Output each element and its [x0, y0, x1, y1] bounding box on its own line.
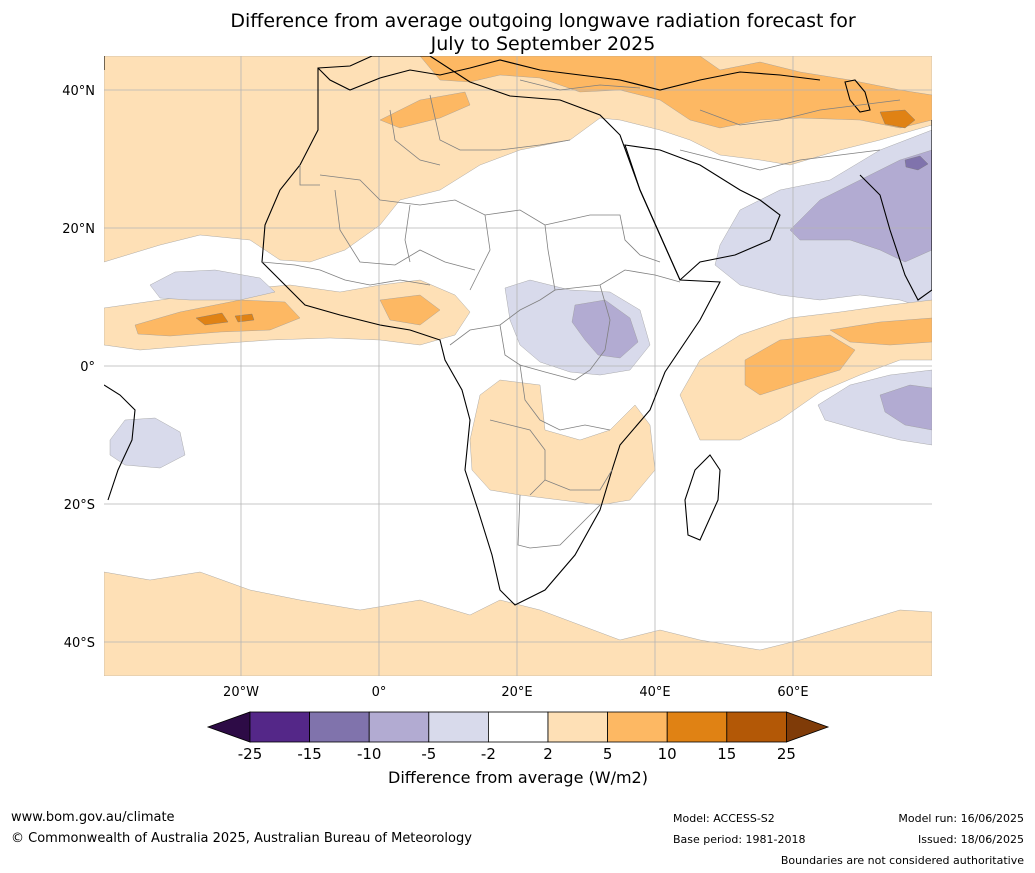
cb-tick-15: 15 — [717, 745, 736, 763]
caspian-coastline — [844, 79, 871, 113]
cb-tick-neg10: -10 — [357, 745, 382, 763]
colorbar-swatch-neg15-neg10 — [309, 711, 370, 743]
anomaly-region-central-africa-5 — [571, 299, 639, 359]
anomaly-region-south-indian-5 — [879, 384, 932, 431]
country-borders — [261, 79, 901, 549]
lon-tick-0: 0° — [372, 685, 387, 700]
lon-tick-60e: 60°E — [777, 685, 808, 700]
cb-tick-25: 25 — [777, 745, 796, 763]
map-plot-area — [104, 56, 932, 676]
anomaly-region-gulf-guinea-15a — [195, 312, 229, 326]
lon-tick-20w: 20°W — [223, 685, 259, 700]
cb-tick-10: 10 — [658, 745, 677, 763]
lat-tick-20s: 20°S — [64, 498, 95, 513]
gridlines — [104, 56, 932, 676]
anomaly-region-gulf-guinea-15b — [234, 313, 255, 323]
colorbar-extend-low — [206, 711, 251, 743]
anomaly-region-tibet-10 — [904, 155, 929, 171]
lat-tick-20n: 20°N — [62, 222, 95, 237]
lat-tick-40n: 40°N — [62, 84, 95, 99]
colorbar — [206, 711, 830, 743]
anomaly-region-west-africa-10 — [379, 294, 441, 326]
cb-tick-neg25: -25 — [238, 745, 263, 763]
coastlines — [104, 56, 932, 606]
footer-issued: Issued: 18/06/2025 — [917, 833, 1024, 846]
footer-disclaimer: Boundaries are not considered authoritat… — [780, 854, 1024, 867]
cb-tick-neg2: -2 — [481, 745, 496, 763]
footer-copyright: © Commonwealth of Australia 2025, Austra… — [11, 831, 472, 846]
footer-url[interactable]: www.bom.gov.au/climate — [11, 810, 175, 825]
anomaly-region-north-africa-10 — [379, 91, 471, 129]
footer-model-run: Model run: 16/06/2025 — [898, 812, 1024, 825]
anomaly-region-india-5 — [789, 149, 932, 263]
colorbar-swatch-neg10-neg5 — [368, 711, 430, 743]
lat-tick-40s: 40°S — [64, 636, 95, 651]
colorbar-tick-labels: -25 -15 -10 -5 -2 2 5 10 15 25 — [238, 745, 796, 763]
colorbar-swatch-2-5 — [547, 711, 608, 743]
colorbar-extend-high — [786, 711, 830, 743]
title-line-1: Difference from average outgoing longwav… — [230, 10, 856, 32]
lon-tick-40e: 40°E — [639, 685, 670, 700]
india-coastline — [859, 120, 932, 301]
colorbar-swatch-5-10 — [607, 711, 668, 743]
cb-tick-neg15: -15 — [297, 745, 322, 763]
anomaly-region-arabian-sea-10 — [829, 317, 932, 346]
anomaly-region-mediterranean-10 — [419, 56, 932, 129]
europe-coastline — [104, 56, 821, 91]
africa-coastline — [261, 56, 721, 606]
lon-tick-20e: 20°E — [501, 685, 532, 700]
colorbar-swatch-15-25 — [726, 711, 787, 743]
lat-tick-0: 0° — [80, 360, 95, 375]
cb-tick-2: 2 — [543, 745, 553, 763]
map-title: Difference from average outgoing longwav… — [103, 10, 983, 56]
south-america-coastline — [104, 384, 136, 501]
footer-base-period: Base period: 1981-2018 — [673, 833, 806, 846]
colorbar-title: Difference from average (W/m2) — [388, 768, 648, 787]
title-line-2: July to September 2025 — [430, 33, 656, 55]
madagascar-coastline — [684, 454, 721, 541]
colorbar-swatch-neg25-neg15 — [249, 711, 310, 743]
cb-tick-5: 5 — [603, 745, 613, 763]
arabia-coastline — [624, 144, 781, 281]
colorbar-swatch-neg2-2 — [487, 711, 549, 743]
footer-model: Model: ACCESS-S2 — [673, 812, 775, 825]
cb-tick-neg5: -5 — [421, 745, 436, 763]
anomaly-region-caspian-15 — [879, 109, 916, 129]
anomaly-region-atlantic-negative-south — [109, 417, 186, 469]
anomaly-region-indian-ocean-10 — [744, 334, 856, 396]
anomaly-region-atlantic-negative-north — [149, 269, 276, 301]
colorbar-swatch-neg5-neg2 — [428, 711, 489, 743]
colorbar-swatch-10-15 — [666, 711, 728, 743]
anomaly-region-southern-ocean-positive — [104, 571, 932, 676]
